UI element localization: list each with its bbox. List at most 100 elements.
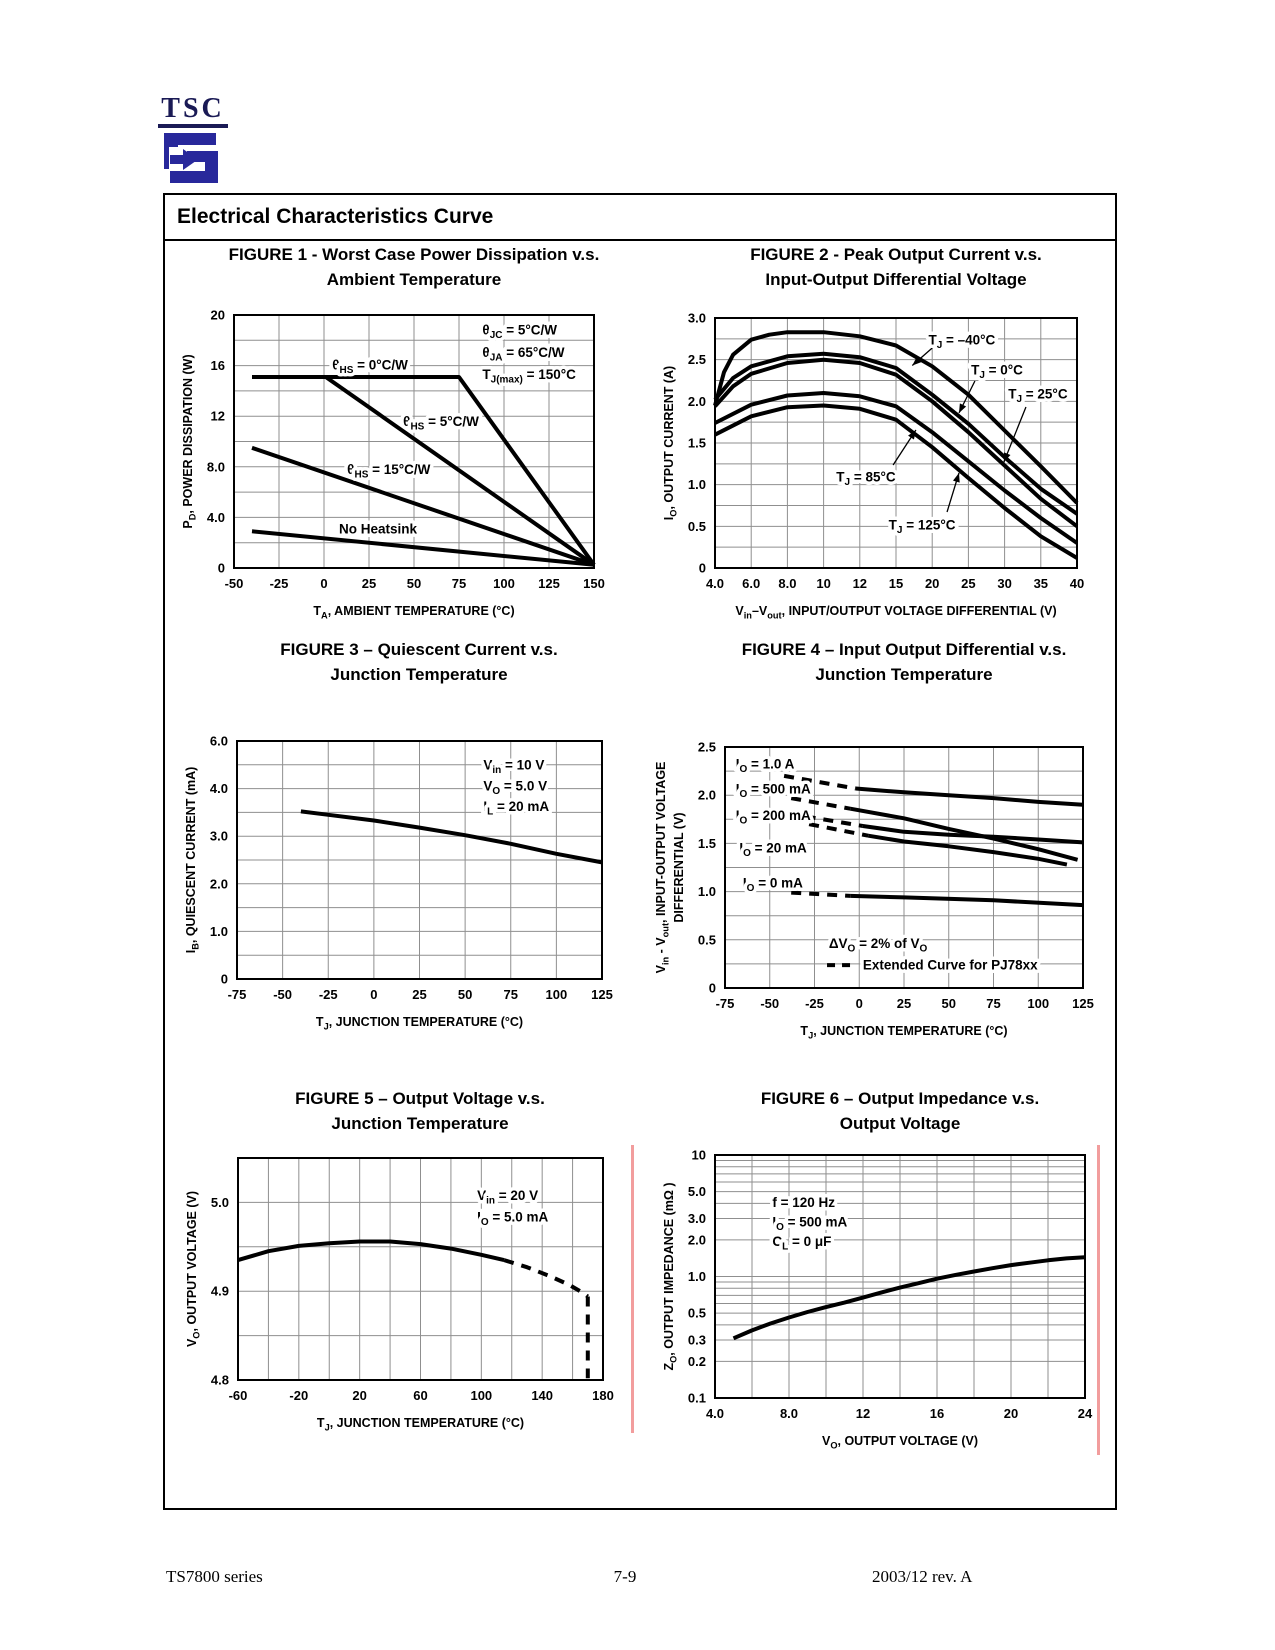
figure-6-chart: 4.0 8.0 12 16 20 24 VO, OUTPUT VOLTAGE (V) 0.1 0…: [662, 1148, 1093, 1451]
svg-text:4.0: 4.0: [706, 1406, 724, 1421]
svg-text:20: 20: [925, 576, 939, 591]
figure-2-annotation: TJ = 25°C: [1008, 387, 1068, 406]
svg-text:140: 140: [531, 1388, 553, 1403]
svg-text:4.8: 4.8: [211, 1373, 229, 1388]
logo: TSC: [158, 94, 228, 188]
svg-text:2.0: 2.0: [688, 1232, 706, 1247]
figure-2-series: [713, 351, 1079, 516]
svg-text:16: 16: [930, 1406, 944, 1421]
figure-3-annotation: Vin = 10 V: [483, 757, 544, 776]
svg-text:75: 75: [452, 576, 466, 591]
figure-6-title: FIGURE 6 – Output Impedance v.s. Output …: [650, 1086, 1150, 1136]
figure-4-annotation: ΔVO = 2% of VO: [829, 936, 928, 955]
svg-text:ZO, OUTPUT IMPEDANCE (mΩ ): ZO, OUTPUT IMPEDANCE (mΩ ): [662, 1182, 679, 1370]
figure-5-annotation: IO = 5.0 mA: [477, 1209, 548, 1228]
svg-text:15: 15: [889, 576, 903, 591]
svg-text:0: 0: [218, 561, 225, 576]
figure-3-series: [300, 809, 603, 865]
svg-text:TJ, JUNCTION TEMPERATURE (°C): TJ, JUNCTION TEMPERATURE (°C): [800, 1024, 1007, 1041]
figure-5-chart: -60 -20 20 60 100 140 180 TJ, JUNCTION TEMPERAT…: [185, 1157, 614, 1433]
figure-4-series: [862, 824, 1084, 845]
svg-text:1.5: 1.5: [698, 836, 716, 851]
figure-5-annotation: Vin = 20 V: [477, 1188, 538, 1207]
figure-3-chart: -75 -50 -25 0 25 50 75 100 125 TJ, JUNCTION TEMPE…: [184, 734, 613, 1032]
svg-text:IB, QUIESCENT CURRENT (mA): IB, QUIESCENT CURRENT (mA): [184, 767, 201, 954]
svg-text:0: 0: [709, 981, 716, 996]
svg-text:20: 20: [211, 308, 225, 323]
svg-text:-25: -25: [805, 996, 824, 1011]
svg-text:3.0: 3.0: [688, 1211, 706, 1226]
figure-6-annotation: f = 120 Hz: [772, 1195, 835, 1210]
figure-1-series: [252, 375, 596, 567]
svg-text:150: 150: [583, 576, 605, 591]
svg-text:PD, POWER DISSIPATION (W): PD, POWER DISSIPATION (W): [181, 354, 198, 528]
svg-text:VO, OUTPUT VOLTAGE (V): VO, OUTPUT VOLTAGE (V): [822, 1434, 978, 1451]
svg-text:VO, OUTPUT VOLTAGE (V): VO, OUTPUT VOLTAGE (V): [185, 1191, 202, 1347]
figure-1-annotation: TJ(max) = 150°C: [482, 367, 576, 386]
svg-text:6.0: 6.0: [210, 734, 228, 749]
svg-text:25: 25: [362, 576, 376, 591]
figure-6-title-line2: Output Voltage: [839, 1114, 961, 1133]
figure-4-annotation: IO = 1.0 A: [736, 756, 795, 775]
footer-page-number: 7-9: [613, 1567, 637, 1586]
svg-text:50: 50: [942, 996, 956, 1011]
figure-2-annotation: TJ = 85°C: [836, 470, 896, 489]
figure-1-series: [251, 529, 595, 567]
svg-text:125: 125: [538, 576, 560, 591]
svg-text:4.0: 4.0: [207, 510, 225, 525]
figure-4-annotation: Extended Curve for PJ78xx: [863, 958, 1038, 973]
figure-1-chart: -50 -25 0 25 50 75 100 125 150 TA, AMBIENT TEMPER…: [181, 308, 605, 621]
svg-text:180: 180: [592, 1388, 614, 1403]
svg-text:TJ, JUNCTION TEMPERATURE (°C): TJ, JUNCTION TEMPERATURE (°C): [317, 1416, 524, 1433]
svg-text:1.0: 1.0: [698, 884, 716, 899]
scan-artifact-line-right: [1097, 1145, 1100, 1455]
svg-text:2.0: 2.0: [210, 876, 228, 891]
svg-text:100: 100: [1027, 996, 1049, 1011]
svg-text:-50: -50: [760, 996, 779, 1011]
figure-2-series: [713, 357, 1079, 528]
figure-4-series: [805, 814, 864, 828]
svg-text:10: 10: [692, 1148, 706, 1163]
figure-4-annotation: IO = 20 mA: [739, 841, 807, 860]
svg-text:1.0: 1.0: [688, 1269, 706, 1284]
svg-text:-25: -25: [319, 987, 338, 1002]
figure-5-title: FIGURE 5 – Output Voltage v.s. Junction …: [170, 1086, 670, 1136]
scan-artifact-line-left: [631, 1145, 634, 1433]
figure-4-title-line1: FIGURE 4 – Input Output Differential v.s…: [741, 640, 1067, 659]
figure-4-series: [867, 833, 1068, 867]
svg-text:0.5: 0.5: [688, 1306, 706, 1321]
svg-text:2.0: 2.0: [688, 394, 706, 409]
svg-text:12: 12: [853, 576, 867, 591]
svg-text:100: 100: [470, 1388, 492, 1403]
svg-text:-75: -75: [228, 987, 247, 1002]
svg-text:20: 20: [1004, 1406, 1018, 1421]
svg-text:3.0: 3.0: [688, 311, 706, 326]
footer-revision: 2003/12 rev. A: [872, 1567, 973, 1586]
svg-text:60: 60: [413, 1388, 427, 1403]
figure-2-series: [714, 391, 1079, 545]
figure-3-title: FIGURE 3 – Quiescent Current v.s. Juncti…: [169, 637, 669, 687]
figure-5-title-line1: FIGURE 5 – Output Voltage v.s.: [295, 1089, 545, 1108]
svg-text:25: 25: [961, 576, 975, 591]
svg-text:2.0: 2.0: [698, 788, 716, 803]
svg-text:3.0: 3.0: [210, 829, 228, 844]
svg-text:-50: -50: [273, 987, 292, 1002]
svg-text:35: 35: [1034, 576, 1048, 591]
svg-text:50: 50: [458, 987, 472, 1002]
footer-series-name: TS7800 series: [166, 1567, 263, 1586]
svg-text:-25: -25: [270, 576, 289, 591]
svg-text:75: 75: [986, 996, 1000, 1011]
figure-2-series: [714, 403, 1079, 560]
tsc-s-logo-icon: [164, 133, 218, 183]
figure-3-annotation: VO = 5.0 V: [483, 779, 547, 798]
svg-text:-60: -60: [229, 1388, 248, 1403]
figure-2-chart: 4.0 6.0 8.0 10 12 15 20 25 30 35 40 Vin–Vout, INPUT…: [662, 311, 1084, 621]
figure-1-annotation: θHS = 15°C/W: [347, 462, 430, 481]
svg-text:0.5: 0.5: [688, 519, 706, 534]
figure-2-title-line1: FIGURE 2 - Peak Output Current v.s.: [750, 245, 1042, 264]
svg-text:1.0: 1.0: [210, 924, 228, 939]
svg-text:125: 125: [591, 987, 613, 1002]
figure-2-annotation: TJ = 0°C: [971, 363, 1023, 382]
figure-4-annotation: IO = 200 mA: [736, 808, 811, 827]
